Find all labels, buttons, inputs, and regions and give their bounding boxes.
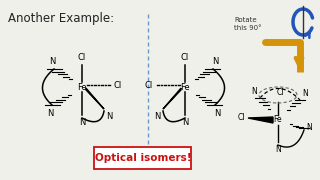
Text: Cl: Cl — [145, 80, 153, 89]
Text: N: N — [302, 89, 308, 98]
Text: Cl: Cl — [114, 80, 122, 89]
Text: Fe: Fe — [274, 116, 282, 125]
Text: Cl: Cl — [276, 88, 284, 97]
Text: N: N — [106, 112, 112, 121]
Text: Optical isomers!: Optical isomers! — [95, 153, 191, 163]
Text: Rotate
this 90°: Rotate this 90° — [234, 17, 262, 30]
Text: N: N — [182, 118, 188, 127]
Polygon shape — [248, 117, 273, 123]
Text: Cl: Cl — [78, 53, 86, 62]
Text: Cl: Cl — [237, 114, 245, 123]
Text: N: N — [214, 109, 220, 118]
Text: Another Example:: Another Example: — [8, 12, 114, 25]
Text: N: N — [47, 109, 53, 118]
Text: Fe: Fe — [180, 82, 190, 91]
Text: N: N — [251, 87, 257, 96]
Text: N: N — [155, 112, 161, 121]
Polygon shape — [86, 88, 104, 109]
Text: N: N — [79, 118, 85, 127]
Text: N: N — [212, 57, 218, 66]
Polygon shape — [163, 88, 181, 109]
Text: Cl: Cl — [181, 53, 189, 62]
Text: N: N — [275, 145, 281, 154]
Text: N: N — [306, 123, 312, 132]
Text: Fe: Fe — [77, 82, 87, 91]
FancyBboxPatch shape — [94, 147, 191, 169]
Text: N: N — [49, 57, 55, 66]
